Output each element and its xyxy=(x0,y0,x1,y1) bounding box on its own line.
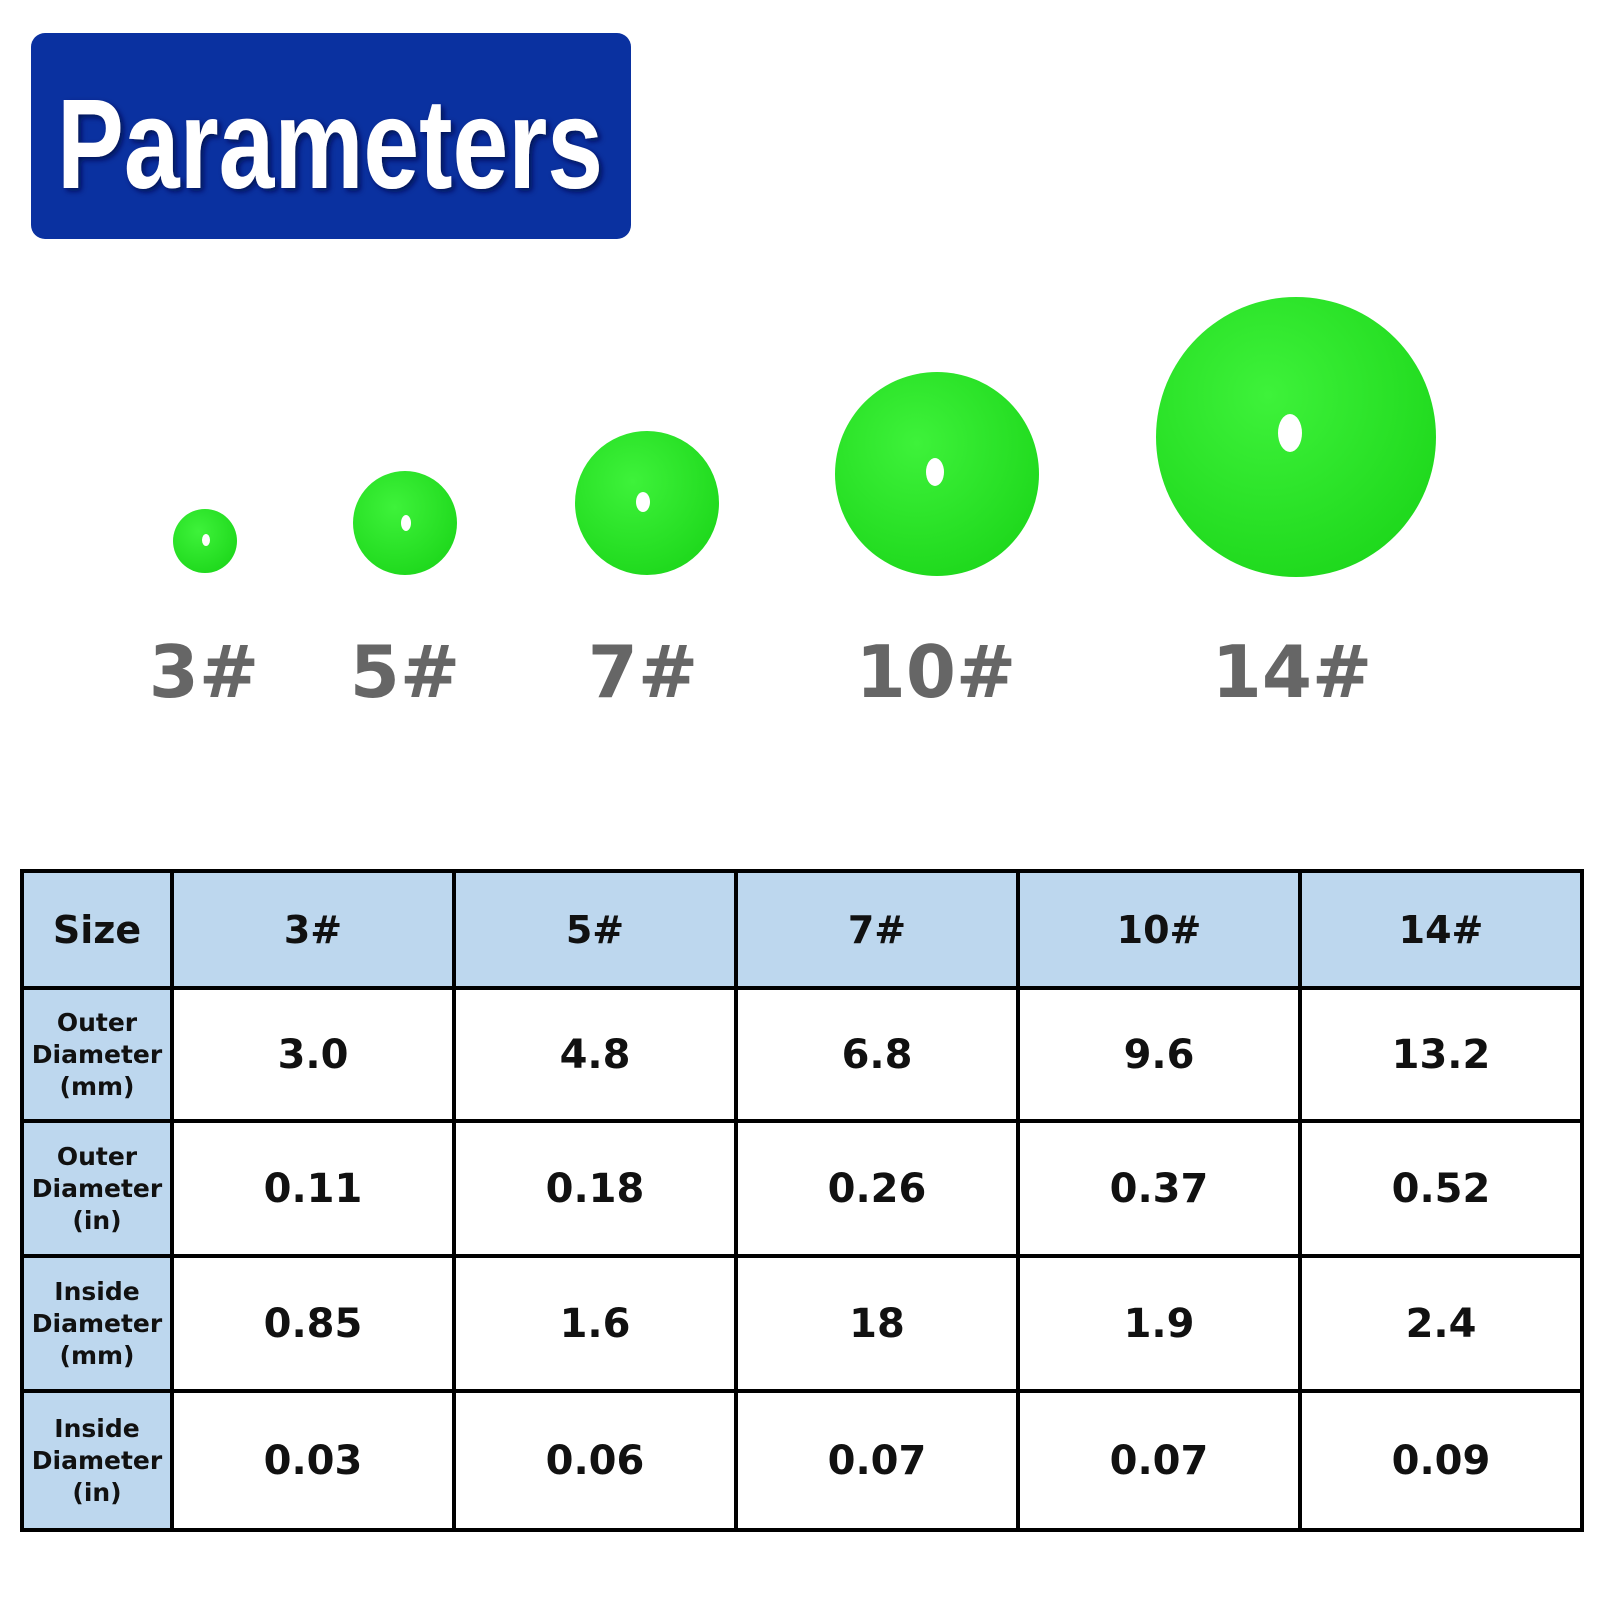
row-label: Inside Diameter (mm) xyxy=(20,1254,174,1393)
cell: 2.4 xyxy=(1298,1254,1584,1393)
bead-label: 14# xyxy=(1212,630,1373,714)
bead-label: 5# xyxy=(350,630,460,714)
cell: 6.8 xyxy=(734,986,1020,1123)
bead-hole xyxy=(202,534,210,546)
bead-hole xyxy=(636,492,650,512)
bead-labels: 3# 5# 7# 10# 14# xyxy=(149,630,1372,714)
table-body: Size 3# 5# 7# 10# 14# Outer Diameter (mm) 3.0 4.… xyxy=(20,869,1584,1532)
data-row: Outer Diameter (mm) 3.0 4.8 6.8 9.6 13.2 xyxy=(20,986,1584,1123)
cell: 0.07 xyxy=(1016,1389,1302,1532)
cell: 0.11 xyxy=(170,1119,456,1258)
row-label: Outer Diameter (mm) xyxy=(20,986,174,1123)
bead-label: 3# xyxy=(149,630,259,714)
cell: 0.07 xyxy=(734,1389,1020,1532)
cell: 0.26 xyxy=(734,1119,1020,1258)
cell: 0.18 xyxy=(452,1119,738,1258)
bead-hole xyxy=(1278,414,1302,452)
bead-hole xyxy=(926,458,944,486)
cell: 0.03 xyxy=(170,1389,456,1532)
beads xyxy=(173,297,1436,577)
cell: 0.37 xyxy=(1016,1119,1302,1258)
column-header: 7# xyxy=(734,869,1020,990)
spec-table: Size 3# 5# 7# 10# 14# Outer Diameter (mm) 3.0 4.… xyxy=(20,869,1584,1532)
title-banner xyxy=(31,33,631,239)
bead-hole xyxy=(401,515,411,531)
row-label: Outer Diameter (in) xyxy=(20,1119,174,1258)
cell: 9.6 xyxy=(1016,986,1302,1123)
cell: 18 xyxy=(734,1254,1020,1393)
cell: 3.0 xyxy=(170,986,456,1123)
title: Parameters xyxy=(57,73,603,216)
cell: 0.85 xyxy=(170,1254,456,1393)
bead-label: 10# xyxy=(856,630,1017,714)
data-row: Inside Diameter (mm) 0.85 1.6 18 1.9 2.4 xyxy=(20,1254,1584,1393)
illustration: Parameters 3# 5# 7# 10# 14# xyxy=(31,33,1436,714)
cell: 4.8 xyxy=(452,986,738,1123)
bead-label: 7# xyxy=(588,630,698,714)
column-header: 5# xyxy=(452,869,738,990)
column-header: 14# xyxy=(1298,869,1584,990)
corner-header: Size xyxy=(20,869,174,990)
data-row: Outer Diameter (in) 0.11 0.18 0.26 0.37 0.52 xyxy=(20,1119,1584,1258)
cell: 0.52 xyxy=(1298,1119,1584,1258)
row-label: Inside Diameter (in) xyxy=(20,1389,174,1532)
data-row: Inside Diameter (in) 0.03 0.06 0.07 0.07 0.09 xyxy=(20,1389,1584,1532)
cell: 0.06 xyxy=(452,1389,738,1532)
cell: 0.09 xyxy=(1298,1389,1584,1532)
column-header: 10# xyxy=(1016,869,1302,990)
cell: 1.6 xyxy=(452,1254,738,1393)
cell: 13.2 xyxy=(1298,986,1584,1123)
column-header: 3# xyxy=(170,869,456,990)
cell: 1.9 xyxy=(1016,1254,1302,1393)
header-row: Size 3# 5# 7# 10# 14# xyxy=(20,869,1584,990)
